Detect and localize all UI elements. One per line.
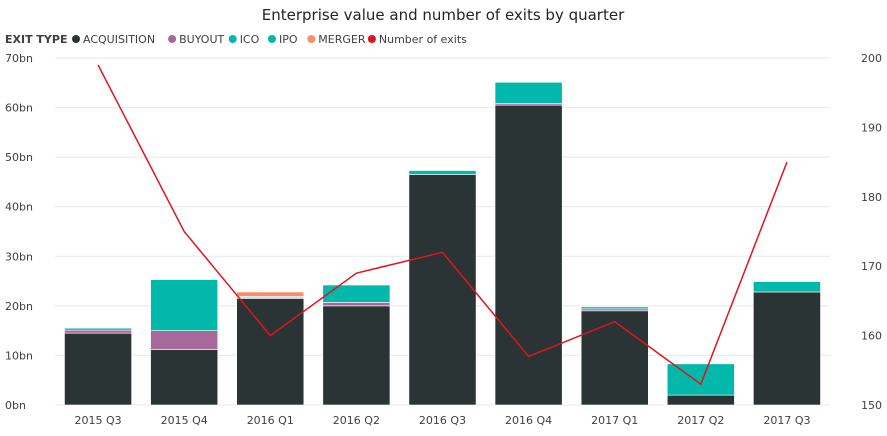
legend-marker-5 — [307, 35, 316, 43]
bar-ico-4 — [322, 284, 391, 303]
bar-acquisition-4 — [322, 305, 391, 406]
y-right-tick-label: 190 — [861, 121, 882, 134]
chart-title: Enterprise value and number of exits by … — [262, 6, 625, 24]
legend-marker-3 — [228, 35, 237, 43]
bar-acquisition-3 — [236, 298, 305, 406]
bar-acquisition-2 — [150, 349, 219, 406]
bar-ico-7 — [580, 306, 649, 310]
y-left-tick-label: 70bn — [5, 52, 33, 65]
exits-line — [97, 64, 788, 386]
x-axis: 2015 Q3 2015 Q4 2016 Q1 2016 Q2 2016 Q3 2016 … — [74, 414, 810, 427]
legend-label-6: Number of exits — [379, 33, 467, 46]
exits-line-path — [97, 64, 788, 386]
bars — [64, 81, 821, 406]
legend: EXIT TYPE ACQUISITION BUYOUT ICO IPO MERGER N… — [5, 33, 467, 46]
x-tick-label: 2016 Q1 — [247, 414, 294, 427]
x-tick-label: 2015 Q3 — [74, 414, 121, 427]
legend-label-1: ACQUISITION — [83, 33, 155, 46]
legend-marker-6 — [367, 35, 376, 43]
legend-marker-4 — [268, 35, 276, 43]
bar-acquisition-7 — [580, 310, 649, 406]
y-left-tick-label: 30bn — [5, 250, 33, 263]
x-tick-label: 2016 Q2 — [333, 414, 380, 427]
y-right-tick-label: 180 — [861, 191, 882, 204]
bar-merger-3 — [236, 291, 305, 297]
legend-marker-1 — [72, 35, 80, 43]
bar-ico-8 — [666, 363, 735, 396]
legend-label-2: BUYOUT — [179, 33, 224, 46]
legend-title: EXIT TYPE — [5, 33, 67, 46]
y-right-tick-label: 150 — [861, 399, 882, 412]
x-tick-label: 2016 Q4 — [505, 414, 552, 427]
x-tick-label: 2017 Q1 — [591, 414, 638, 427]
x-tick-label: 2015 Q4 — [161, 414, 208, 427]
y-left-tick-label: 60bn — [5, 102, 33, 115]
x-tick-label: 2017 Q2 — [677, 414, 724, 427]
bar-buyout-4 — [322, 302, 391, 307]
y-left-tick-label: 40bn — [5, 201, 33, 214]
bar-ico-9 — [753, 281, 821, 293]
y-right-tick-label: 200 — [861, 52, 882, 65]
y-left-tick-label: 0bn — [5, 399, 26, 412]
legend-label-5: MERGER — [318, 33, 366, 46]
bar-acquisition-8 — [666, 394, 735, 406]
bar-acquisition-6 — [494, 104, 563, 406]
bar-acquisition-5 — [408, 174, 477, 406]
y-right-tick-label: 170 — [861, 260, 882, 273]
bar-acquisition-9 — [753, 291, 821, 406]
legend-marker-2 — [168, 35, 177, 43]
bar-buyout-2 — [150, 330, 219, 350]
y-axis-right: 150 160 170 180 190 200 — [861, 52, 882, 412]
x-tick-label: 2016 Q3 — [419, 414, 466, 427]
bar-acquisition-1 — [64, 332, 132, 406]
x-tick-label: 2017 Q3 — [763, 414, 810, 427]
y-right-tick-label: 160 — [861, 330, 882, 343]
y-axis-left: 0bn 10bn 20bn 30bn 40bn 50bn 60bn 70bn — [5, 52, 33, 412]
y-left-tick-label: 20bn — [5, 300, 33, 313]
y-left-tick-label: 50bn — [5, 151, 33, 164]
legend-label-4: IPO — [279, 33, 298, 46]
bar-ico-2 — [150, 279, 219, 331]
legend-label-3: ICO — [240, 33, 260, 46]
bar-buyout-1 — [64, 329, 132, 334]
bar-merger-1 — [64, 327, 132, 329]
bar-ico-5 — [408, 170, 477, 175]
y-left-tick-label: 10bn — [5, 349, 33, 362]
bar-ico-6 — [494, 81, 563, 104]
